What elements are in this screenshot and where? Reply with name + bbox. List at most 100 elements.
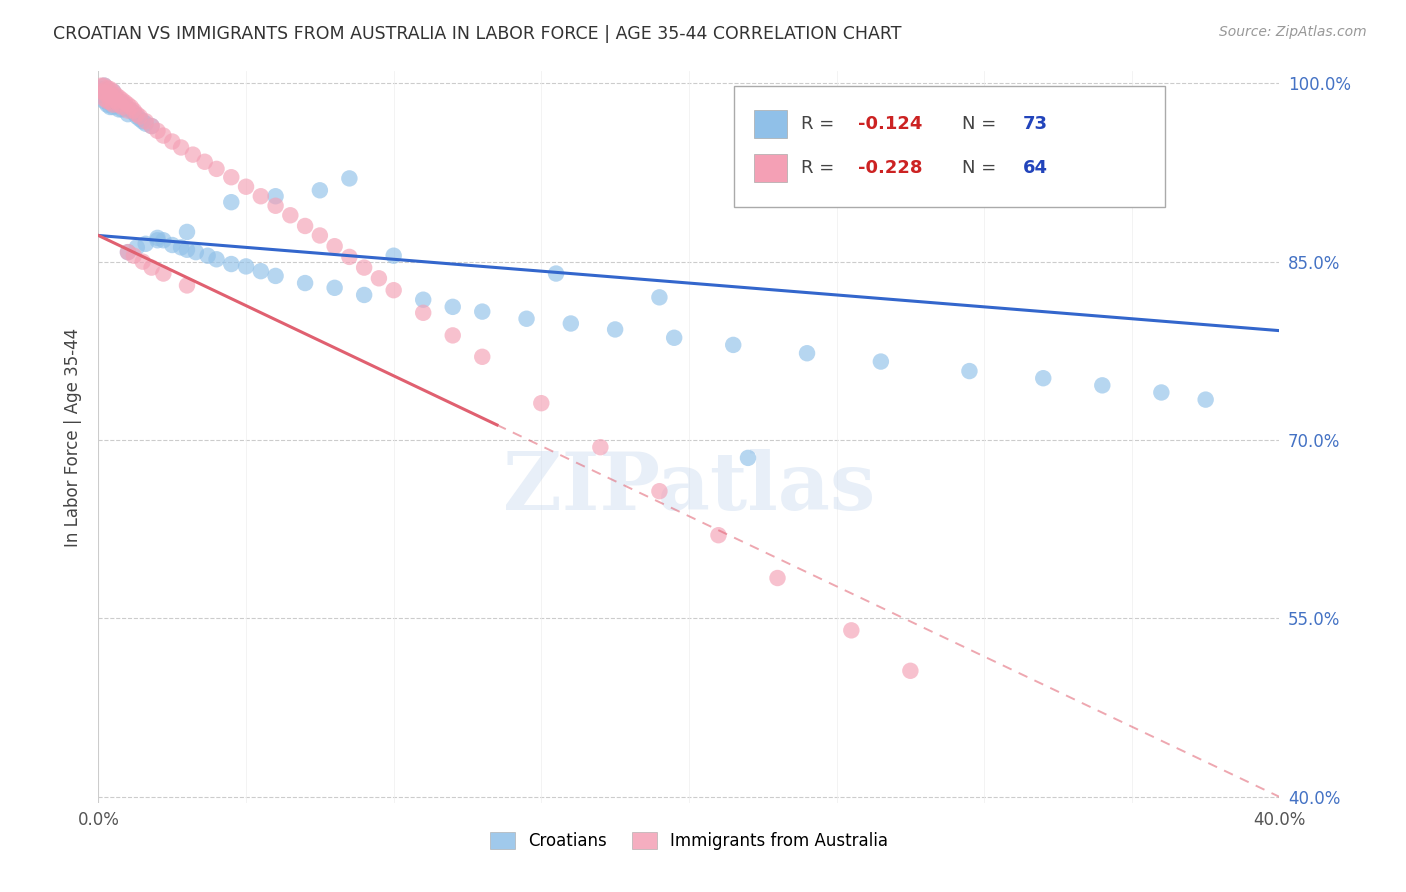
Point xyxy=(141,119,163,133)
Point xyxy=(162,135,183,149)
Point xyxy=(103,90,125,104)
Point xyxy=(117,245,139,260)
Point xyxy=(96,90,118,104)
Point xyxy=(181,147,204,161)
Point xyxy=(737,450,759,465)
FancyBboxPatch shape xyxy=(734,86,1166,207)
Point xyxy=(108,97,131,112)
Point xyxy=(108,103,131,117)
Point xyxy=(235,179,257,194)
Text: Source: ZipAtlas.com: Source: ZipAtlas.com xyxy=(1219,25,1367,39)
Point xyxy=(93,92,115,106)
Point xyxy=(294,219,316,233)
Point xyxy=(170,240,193,254)
Point xyxy=(162,238,183,252)
Point xyxy=(353,288,375,302)
Point xyxy=(105,97,128,112)
Point xyxy=(197,249,219,263)
Point xyxy=(98,86,121,100)
Point xyxy=(441,300,464,314)
Legend: Croatians, Immigrants from Australia: Croatians, Immigrants from Australia xyxy=(484,825,894,856)
Point xyxy=(205,252,228,267)
Point xyxy=(117,103,139,118)
Point xyxy=(132,114,155,128)
Point xyxy=(589,440,612,454)
Point xyxy=(382,283,405,297)
Point xyxy=(648,484,671,499)
Point xyxy=(146,231,169,245)
Point xyxy=(1195,392,1218,407)
Point xyxy=(117,107,139,121)
Point xyxy=(125,110,148,124)
Point xyxy=(132,254,155,268)
Point xyxy=(560,317,582,331)
Point xyxy=(125,240,148,254)
Point xyxy=(250,264,273,278)
Bar xyxy=(754,110,787,138)
Point xyxy=(441,328,464,343)
Point xyxy=(152,128,174,143)
Point xyxy=(96,94,118,108)
Point xyxy=(105,88,128,103)
Point xyxy=(221,257,243,271)
Point xyxy=(108,90,131,104)
Point xyxy=(90,88,112,103)
Point xyxy=(98,100,121,114)
Text: 73: 73 xyxy=(1024,115,1049,133)
Point xyxy=(128,110,150,124)
Point xyxy=(870,354,893,368)
Point xyxy=(339,171,361,186)
Point xyxy=(221,195,243,210)
Point xyxy=(664,331,686,345)
Point xyxy=(235,260,257,274)
Point xyxy=(111,103,134,117)
Point xyxy=(105,90,128,104)
Point xyxy=(412,293,434,307)
Text: N =: N = xyxy=(962,159,1001,177)
Point xyxy=(309,183,332,197)
Point xyxy=(205,161,228,176)
Text: ZIPatlas: ZIPatlas xyxy=(503,450,875,527)
Text: R =: R = xyxy=(801,159,841,177)
Point xyxy=(125,107,148,121)
Y-axis label: In Labor Force | Age 35-44: In Labor Force | Age 35-44 xyxy=(65,327,83,547)
Point xyxy=(796,346,818,360)
Point xyxy=(294,276,316,290)
Point xyxy=(93,86,115,100)
Point xyxy=(264,199,287,213)
Point xyxy=(93,86,115,100)
Point xyxy=(90,78,112,93)
Point xyxy=(117,245,139,260)
Point xyxy=(766,571,789,585)
Point xyxy=(516,311,538,326)
Point xyxy=(98,93,121,107)
Point xyxy=(900,664,922,678)
Point xyxy=(93,78,115,93)
Point xyxy=(120,100,142,114)
Point xyxy=(339,250,361,264)
Point xyxy=(152,267,174,281)
Point xyxy=(368,271,391,285)
Bar xyxy=(754,154,787,182)
Point xyxy=(96,97,118,112)
Point xyxy=(98,88,121,103)
Point xyxy=(105,94,128,108)
Point xyxy=(111,95,134,110)
Point xyxy=(152,233,174,247)
Point xyxy=(648,290,671,304)
Point xyxy=(103,97,125,112)
Point xyxy=(723,338,745,352)
Point xyxy=(530,396,553,410)
Text: 64: 64 xyxy=(1024,159,1049,177)
Text: R =: R = xyxy=(801,115,841,133)
Point xyxy=(122,103,145,118)
Point xyxy=(135,117,157,131)
Point xyxy=(323,239,346,253)
Point xyxy=(93,94,115,108)
Point xyxy=(146,233,169,247)
Point xyxy=(707,528,730,542)
Point xyxy=(120,103,142,118)
Point xyxy=(353,260,375,275)
Point xyxy=(176,243,198,257)
Point xyxy=(146,124,169,138)
